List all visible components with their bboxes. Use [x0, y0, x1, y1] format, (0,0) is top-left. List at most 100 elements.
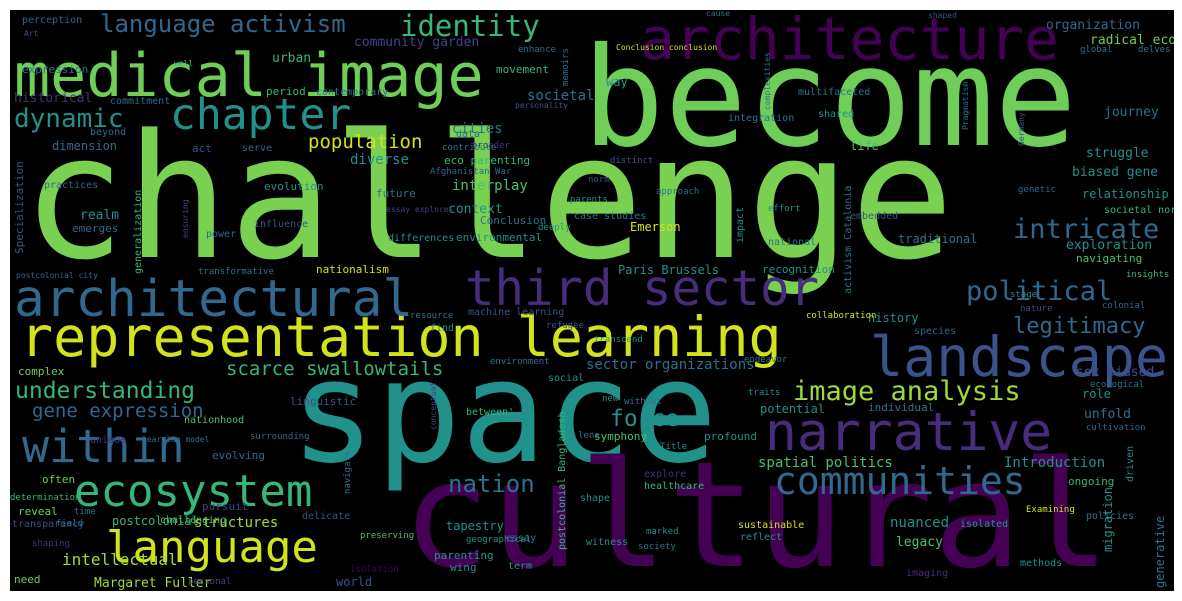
word-commitment: commitment [110, 96, 171, 107]
word-pursuit: pursuit [202, 500, 249, 513]
word-contemporary: contemporary [316, 87, 389, 98]
word-navigate: postcolonial Bangladesh [557, 411, 568, 550]
word-gene-expression: gene expression [32, 400, 204, 422]
word-architecture: architecture [640, 10, 1060, 73]
word-societal-norms: societal norms [1104, 205, 1174, 216]
word-legitimacy: legitimacy [1013, 314, 1146, 339]
word-nationhood: nationhood [184, 415, 245, 426]
word-norm: distinct [610, 156, 654, 166]
word-nature: genetic [1018, 185, 1056, 195]
word-generalization: Specialization [13, 161, 26, 254]
word-multifaceted: multifaceted [798, 87, 871, 98]
word-conceptual: conceptual [429, 381, 438, 430]
word-personal: personal [188, 577, 232, 587]
word-genetic: impact [735, 206, 746, 243]
word-architectural: architectural [14, 270, 414, 329]
word-migration: activism Catalonia [843, 185, 854, 294]
word-refugee: refugee [546, 321, 584, 331]
word-stage: stage [1010, 290, 1038, 300]
word-ecological: ecological [1090, 380, 1145, 390]
word-ensuring: essay explores [386, 205, 454, 214]
word-power: power [206, 229, 237, 240]
word-shaping: shaping [32, 539, 70, 549]
word-policies: policies [1086, 511, 1135, 522]
word-environment: environment [490, 357, 550, 367]
word-journey: journey [1104, 105, 1159, 120]
word-organization: organization [1046, 18, 1140, 33]
word-marked: marked [646, 527, 679, 537]
word-scarce-swallowtails: scarce swallowtails [226, 358, 444, 380]
word-perception: perception [22, 15, 83, 26]
word-isolation: isolation [350, 565, 399, 575]
word-learning-model: learning model [142, 435, 210, 444]
word-driven: migration [1101, 486, 1115, 552]
word-examining: Examining [1026, 505, 1075, 515]
word-reveal: reveal [18, 505, 58, 518]
word-radical-eco: radical eco [1090, 33, 1174, 48]
word-cities: cities [452, 121, 503, 137]
word-structures: structures [194, 515, 279, 531]
word-urban: urban [272, 51, 312, 66]
word-struggle: struggle [1086, 146, 1149, 161]
word-cloud: challenge become space cultural architec… [10, 10, 1174, 591]
word-postcolonial-city: generalization [133, 189, 144, 274]
word-delves: enhance [518, 45, 556, 55]
word-essay-explores: navigate [343, 450, 353, 494]
word-unfold: unfold [1084, 407, 1131, 422]
word-differences: influence [254, 219, 309, 230]
word-communities: communities [774, 459, 1026, 503]
word-symphony: symphony [594, 430, 647, 443]
word-future: future [376, 187, 416, 200]
word-nation: nation [448, 470, 535, 498]
word-community-garden: community garden [354, 35, 480, 50]
word-healthcare: healthcare [644, 481, 705, 492]
word-delicate: delicate [302, 511, 351, 522]
word-well: global [1080, 45, 1113, 55]
word-colonial: colonial [1102, 301, 1146, 311]
word-force: force [610, 406, 680, 432]
word-personality: Art [24, 29, 39, 38]
word-individual: individual [868, 401, 935, 414]
word-case-studies: deeply [538, 223, 571, 233]
word-traits: traits [748, 388, 781, 398]
word-societal: societal [527, 88, 595, 104]
word-emerson: Emerson [630, 220, 681, 234]
word-diverse: diverse [350, 152, 410, 168]
word-serve: act [192, 142, 212, 155]
word-data: broader [472, 141, 510, 151]
word-field: field [56, 519, 84, 529]
word-impact: national [768, 237, 817, 248]
word-title: Title [660, 442, 688, 452]
word-cultural: cultural [402, 430, 1111, 591]
word-machine-learning: machine learning [468, 307, 565, 318]
word-often: often [42, 473, 76, 486]
word-beyond: practices [44, 180, 99, 191]
word-realm: realm [80, 208, 120, 223]
word-eco-parenting: eco parenting [444, 154, 531, 167]
word-become: become [582, 19, 1077, 178]
word-spatial-politics: spatial politics [758, 455, 893, 471]
word-historical: historical [14, 91, 93, 106]
word-surrounding: surrounding [250, 432, 310, 442]
word-legacy: legacy [896, 535, 943, 550]
word-evolving: evolving [212, 449, 265, 462]
word-art: well [174, 59, 194, 68]
word-introduction: Introduction [1004, 455, 1106, 471]
word-parenting: parenting [434, 549, 494, 562]
word-influence: ensuring [181, 199, 190, 238]
word-deeply: differences [388, 233, 455, 244]
word-linguistic: linguistic [290, 395, 357, 408]
word-movement: movement [496, 63, 549, 76]
word-context: context [448, 202, 503, 217]
word-period: period [266, 85, 306, 98]
word-evolution: evolution [264, 180, 324, 193]
word-way: way [606, 75, 628, 89]
word-new: new [602, 394, 619, 404]
word-emerges: emerges [72, 222, 119, 235]
word-broader: Conclusion [480, 214, 547, 227]
word-conclusion-conclusion: shaped [928, 11, 957, 20]
word-challenge: challenge [22, 97, 954, 298]
word-narrative: narrative [765, 402, 1053, 463]
word-insights: insights [1126, 270, 1170, 280]
word-shared: shared [818, 109, 855, 120]
